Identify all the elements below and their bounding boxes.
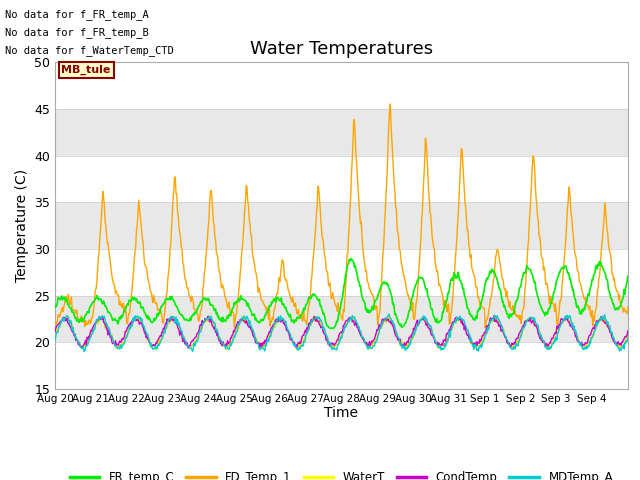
FD_Temp_1 bbox=[224, 305, 232, 311]
MDTemp_A bbox=[275, 314, 282, 320]
WaterT bbox=[225, 343, 233, 348]
FD_Temp_1 bbox=[252, 270, 260, 276]
WaterT bbox=[435, 345, 442, 351]
Bar bbox=[55, 109, 628, 156]
CondTemp bbox=[225, 341, 232, 347]
MDTemp_A bbox=[402, 346, 410, 352]
CondTemp bbox=[401, 342, 409, 348]
Bar bbox=[55, 296, 628, 342]
Legend: FR_temp_C, FD_Temp_1, WaterT, CondTemp, MDTemp_A: FR_temp_C, FD_Temp_1, WaterT, CondTemp, … bbox=[65, 467, 618, 480]
Bar bbox=[55, 202, 628, 249]
MDTemp_A bbox=[253, 339, 260, 345]
Text: No data for f_FR_temp_A: No data for f_FR_temp_A bbox=[5, 9, 149, 20]
CondTemp bbox=[275, 319, 282, 324]
FD_Temp_1 bbox=[433, 267, 441, 273]
WaterT bbox=[222, 347, 230, 352]
MDTemp_A bbox=[51, 337, 59, 343]
WaterT bbox=[51, 332, 59, 337]
FR_temp_C bbox=[347, 256, 355, 262]
MDTemp_A bbox=[225, 346, 232, 352]
WaterT bbox=[253, 340, 261, 346]
FD_Temp_1 bbox=[401, 279, 409, 285]
CondTemp bbox=[184, 345, 192, 351]
WaterT bbox=[402, 346, 410, 352]
CondTemp bbox=[624, 328, 632, 334]
FR_temp_C bbox=[624, 273, 632, 279]
Y-axis label: Temperature (C): Temperature (C) bbox=[15, 169, 29, 282]
Line: CondTemp: CondTemp bbox=[55, 316, 628, 348]
FR_temp_C bbox=[118, 314, 126, 320]
FR_temp_C bbox=[224, 313, 232, 319]
WaterT bbox=[275, 315, 283, 321]
Text: No data for f_FR_temp_B: No data for f_FR_temp_B bbox=[5, 27, 149, 38]
Text: No data for f_WaterTemp_CTD: No data for f_WaterTemp_CTD bbox=[5, 45, 174, 56]
CondTemp bbox=[490, 313, 498, 319]
WaterT bbox=[206, 313, 214, 319]
Line: FD_Temp_1: FD_Temp_1 bbox=[55, 104, 628, 328]
FD_Temp_1 bbox=[118, 305, 126, 311]
FR_temp_C bbox=[402, 319, 410, 325]
Line: WaterT: WaterT bbox=[55, 316, 628, 349]
Line: MDTemp_A: MDTemp_A bbox=[55, 314, 628, 352]
FR_temp_C bbox=[51, 304, 59, 310]
FD_Temp_1 bbox=[624, 304, 632, 310]
Text: MB_tule: MB_tule bbox=[61, 65, 111, 75]
CondTemp bbox=[118, 336, 126, 341]
MDTemp_A bbox=[119, 342, 127, 348]
FD_Temp_1 bbox=[481, 325, 489, 331]
FD_Temp_1 bbox=[387, 101, 394, 107]
CondTemp bbox=[51, 329, 59, 335]
FR_temp_C bbox=[274, 295, 282, 300]
FD_Temp_1 bbox=[51, 321, 59, 327]
Line: FR_temp_C: FR_temp_C bbox=[55, 259, 628, 328]
MDTemp_A bbox=[435, 343, 442, 348]
CondTemp bbox=[433, 339, 441, 345]
X-axis label: Time: Time bbox=[324, 407, 358, 420]
MDTemp_A bbox=[81, 349, 88, 355]
CondTemp bbox=[253, 340, 260, 346]
FR_temp_C bbox=[252, 316, 260, 322]
FR_temp_C bbox=[435, 320, 442, 325]
MDTemp_A bbox=[385, 311, 393, 317]
FD_Temp_1 bbox=[274, 291, 282, 297]
Title: Water Temperatures: Water Temperatures bbox=[250, 40, 433, 58]
WaterT bbox=[624, 332, 632, 337]
WaterT bbox=[118, 341, 126, 347]
MDTemp_A bbox=[624, 336, 632, 341]
FR_temp_C bbox=[326, 325, 333, 331]
